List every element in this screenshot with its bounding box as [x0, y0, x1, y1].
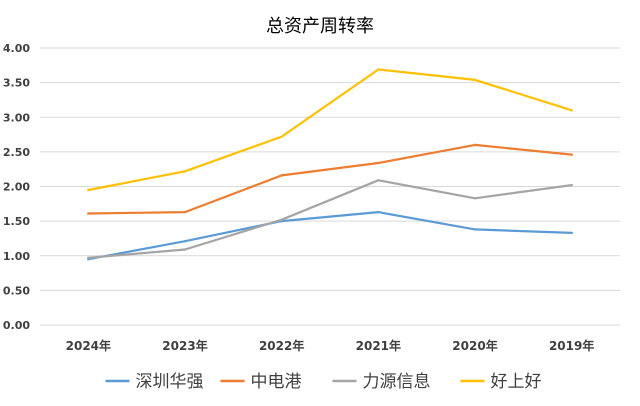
- data-point: [87, 188, 90, 192]
- x-tick-label: 2020年: [452, 338, 497, 353]
- series-line: [87, 143, 573, 215]
- y-tick-label: 1.50: [3, 215, 30, 228]
- data-point: [377, 68, 380, 71]
- y-tick-label: 3.00: [3, 111, 30, 124]
- data-point: [377, 210, 380, 214]
- series-line: [87, 68, 573, 192]
- data-point: [280, 218, 283, 221]
- chart-title: 总资产周转率: [266, 16, 374, 37]
- y-axis-ticks: 0.00 0.50 1.00 1.50 2.00 2.50 3.00 3.50 4.00: [3, 42, 30, 332]
- y-tick-label: 1.00: [3, 250, 30, 263]
- x-tick-label: 2019年: [549, 338, 594, 353]
- data-point: [87, 212, 90, 215]
- data-point: [280, 174, 283, 177]
- data-point: [280, 135, 283, 138]
- legend-label: 力源信息: [363, 372, 431, 392]
- data-point: [570, 183, 573, 187]
- y-tick-label: 2.00: [3, 181, 30, 194]
- data-point: [473, 228, 477, 231]
- legend: 深圳华强 中电港 力源信息 好上好: [105, 372, 542, 392]
- x-tick-label: 2023年: [162, 338, 207, 353]
- y-tick-label: 4.00: [3, 42, 30, 55]
- series-lines: [87, 68, 573, 261]
- y-tick-label: 0.00: [3, 319, 30, 332]
- x-tick-label: 2024年: [66, 338, 111, 353]
- data-point: [473, 197, 477, 200]
- data-point: [570, 231, 573, 235]
- x-axis-ticks: 2024年 2023年 2022年 2021年 2020年 2019年: [66, 338, 595, 353]
- y-tick-label: 2.50: [3, 146, 30, 159]
- data-point: [377, 161, 380, 165]
- y-tick-label: 0.50: [3, 284, 30, 297]
- data-point: [473, 143, 477, 147]
- data-point: [570, 109, 573, 112]
- data-point: [183, 210, 187, 214]
- data-point: [570, 153, 573, 156]
- series-line: [87, 179, 573, 259]
- legend-label: 中电港: [251, 372, 302, 392]
- data-point: [473, 78, 477, 82]
- x-tick-label: 2022年: [259, 338, 304, 353]
- series-line: [87, 211, 573, 261]
- data-point: [87, 256, 90, 260]
- x-tick-label: 2021年: [356, 338, 401, 353]
- y-tick-label: 3.50: [3, 77, 30, 90]
- legend-label: 深圳华强: [136, 372, 204, 392]
- data-point: [183, 248, 187, 251]
- data-point: [377, 179, 380, 182]
- data-point: [183, 240, 187, 243]
- data-point: [183, 170, 187, 173]
- legend-label: 好上好: [491, 372, 542, 392]
- gridlines: [40, 47, 620, 326]
